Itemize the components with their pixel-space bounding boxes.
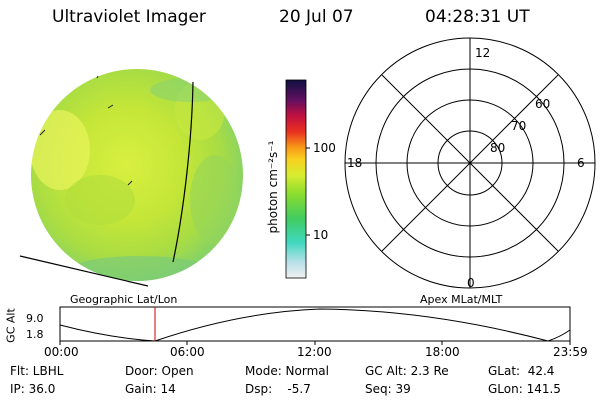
timeline-tick-1: 06:00 (170, 345, 205, 359)
polar-label-0: 0 (467, 276, 475, 290)
polar-label-80: 80 (490, 141, 506, 155)
timeline-tick-3: 18:00 (425, 345, 460, 359)
status-glon: GLon: 141.5 (488, 382, 561, 396)
timeline-tick-2: 12:00 (297, 345, 332, 359)
status-glat: GLat: 42.4 (488, 364, 555, 378)
status-dsp: Dsp: -5.7 (245, 382, 311, 396)
polar-label-70: 70 (511, 119, 527, 133)
status-ip: IP: 36.0 (10, 382, 56, 396)
colorbar-tick-10: 10 (313, 228, 329, 242)
timeline-right-label: Apex MLat/MLT (420, 293, 503, 306)
timeline-tick-4: 23:59 (553, 345, 588, 359)
status-gain: Gain: 14 (125, 382, 176, 396)
polar-label-6: 6 (577, 156, 585, 170)
colorbar-gradient (285, 79, 307, 279)
timeline-tick-0: 00:00 (44, 345, 79, 359)
polar-label-18: 18 (347, 156, 363, 170)
lon-line (172, 81, 194, 263)
lat-line (19, 255, 149, 287)
date-label: 20 Jul 07 (279, 7, 354, 27)
timeline-frame (59, 306, 571, 342)
instrument-title: Ultraviolet Imager (52, 7, 206, 27)
polar-label-12: 12 (475, 46, 491, 60)
status-seq: Seq: 39 (365, 382, 411, 396)
colorbar-tick-100: 100 (313, 141, 336, 155)
status-gc-alt: GC Alt: 2.3 Re (365, 364, 449, 378)
timeline-y-bottom: 1.8 (26, 328, 44, 341)
timeline-y-top: 9.0 (26, 312, 44, 325)
status-door: Door: Open (125, 364, 194, 378)
timeline-left-label: Geographic Lat/Lon (70, 293, 178, 306)
polar-label-60: 60 (535, 97, 551, 111)
status-mode: Mode: Normal (245, 364, 329, 378)
time-label: 04:28:31 UT (425, 7, 530, 27)
status-filter: Flt: LBHL (10, 364, 64, 378)
altitude-curve (59, 308, 571, 342)
